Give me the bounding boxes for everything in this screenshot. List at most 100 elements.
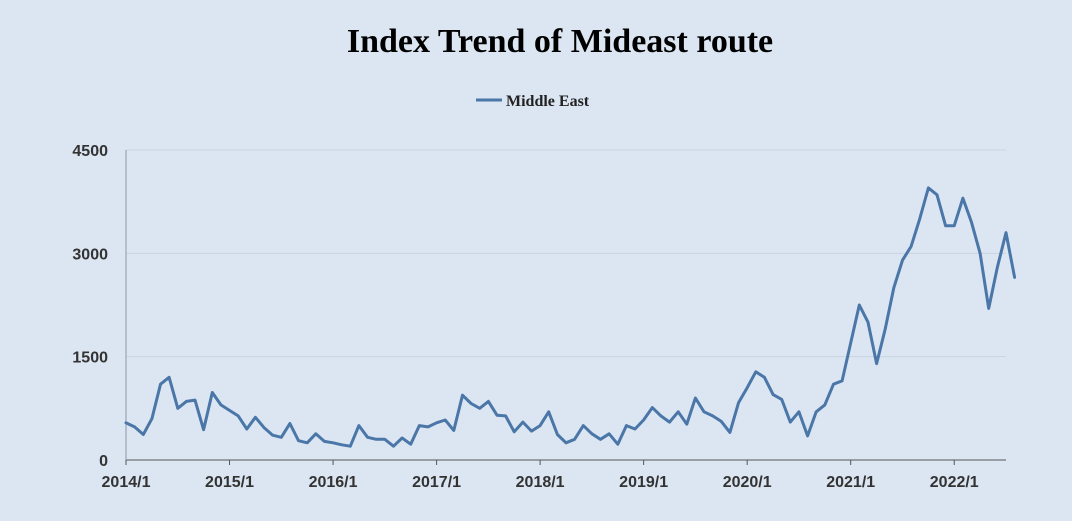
data-point xyxy=(297,439,300,442)
axes xyxy=(125,150,1006,461)
data-point xyxy=(392,445,395,448)
data-point xyxy=(702,410,706,413)
data-point xyxy=(478,407,481,410)
data-point xyxy=(875,362,878,365)
data-point xyxy=(892,286,896,289)
series-line-middle-east xyxy=(124,186,1017,448)
data-point xyxy=(720,420,723,423)
x-axis-ticks: 2014/1 2015/1 2016/1 2017/1 2018/1 2019/1 2020… xyxy=(102,460,979,491)
x-tick-label: 2015/1 xyxy=(205,474,254,491)
data-point xyxy=(461,394,464,397)
data-point xyxy=(625,424,628,427)
data-point xyxy=(599,438,602,441)
data-point xyxy=(935,193,939,196)
data-point xyxy=(530,429,533,433)
data-point xyxy=(789,420,792,424)
x-tick-label: 2022/1 xyxy=(930,474,979,491)
y-tick-label: 3000 xyxy=(72,246,108,263)
series-group xyxy=(124,186,1017,448)
x-tick-label: 2016/1 xyxy=(309,474,358,491)
data-point xyxy=(987,307,990,310)
x-tick-label: 2020/1 xyxy=(723,474,772,491)
data-point xyxy=(685,422,688,426)
data-point xyxy=(495,414,499,417)
data-point xyxy=(435,421,438,424)
data-point xyxy=(142,433,145,436)
data-point xyxy=(564,441,568,444)
data-point xyxy=(159,383,162,386)
data-point xyxy=(374,438,378,441)
data-point xyxy=(797,410,801,413)
chart-title: Index Trend of Mideast route xyxy=(347,23,773,60)
data-point xyxy=(469,402,473,405)
data-point xyxy=(659,414,663,418)
data-point xyxy=(754,370,758,374)
data-point xyxy=(866,321,870,324)
data-point xyxy=(668,420,671,424)
y-axis-ticks: 0 1500 3000 4500 xyxy=(72,143,108,470)
data-point xyxy=(150,417,154,420)
x-tick-label: 2019/1 xyxy=(619,474,668,491)
data-point xyxy=(305,441,309,444)
data-point xyxy=(745,386,749,389)
data-point xyxy=(616,442,619,446)
data-point xyxy=(400,436,404,440)
x-tick-label: 2017/1 xyxy=(412,474,461,491)
data-point xyxy=(323,440,326,443)
data-point xyxy=(961,197,965,200)
data-point xyxy=(728,431,732,434)
data-point xyxy=(521,420,525,424)
data-point xyxy=(953,224,956,227)
data-point xyxy=(607,432,611,436)
data-point xyxy=(1013,276,1016,279)
data-point xyxy=(884,327,887,331)
data-point xyxy=(452,429,456,432)
data-point xyxy=(633,427,637,431)
x-tick-label: 2021/1 xyxy=(826,474,875,491)
data-point xyxy=(426,425,430,429)
data-point xyxy=(219,403,223,407)
data-point xyxy=(245,427,248,431)
data-point xyxy=(314,432,318,436)
data-point xyxy=(124,421,128,424)
data-point xyxy=(780,398,783,401)
data-point xyxy=(978,252,982,255)
data-point xyxy=(271,434,274,437)
data-point xyxy=(340,443,343,447)
data-point xyxy=(193,398,197,402)
data-point xyxy=(651,406,654,409)
data-point xyxy=(909,245,913,248)
data-point xyxy=(236,414,240,418)
data-point xyxy=(167,376,171,379)
data-point xyxy=(582,424,585,427)
data-point xyxy=(487,400,490,403)
data-point xyxy=(409,442,412,446)
data-point xyxy=(944,224,947,227)
data-point xyxy=(927,186,930,190)
data-point xyxy=(366,436,369,439)
data-point xyxy=(280,436,283,439)
y-tick-label: 1500 xyxy=(72,350,108,367)
data-point xyxy=(590,432,594,436)
y-tick-label: 0 xyxy=(99,453,108,470)
data-point xyxy=(970,221,973,224)
data-point xyxy=(513,430,516,433)
data-point xyxy=(254,416,257,419)
data-point xyxy=(814,410,818,413)
data-point xyxy=(823,403,827,407)
data-point xyxy=(383,438,387,441)
data-point xyxy=(840,379,844,382)
data-point xyxy=(1004,231,1008,234)
data-point xyxy=(133,425,136,429)
data-point xyxy=(444,418,447,422)
data-point xyxy=(349,445,352,448)
data-point xyxy=(288,422,292,425)
data-point xyxy=(538,424,542,427)
legend-label: Middle East xyxy=(506,93,590,110)
data-point xyxy=(996,265,999,269)
data-point xyxy=(806,434,809,438)
data-point xyxy=(228,409,231,412)
data-point xyxy=(763,376,766,379)
